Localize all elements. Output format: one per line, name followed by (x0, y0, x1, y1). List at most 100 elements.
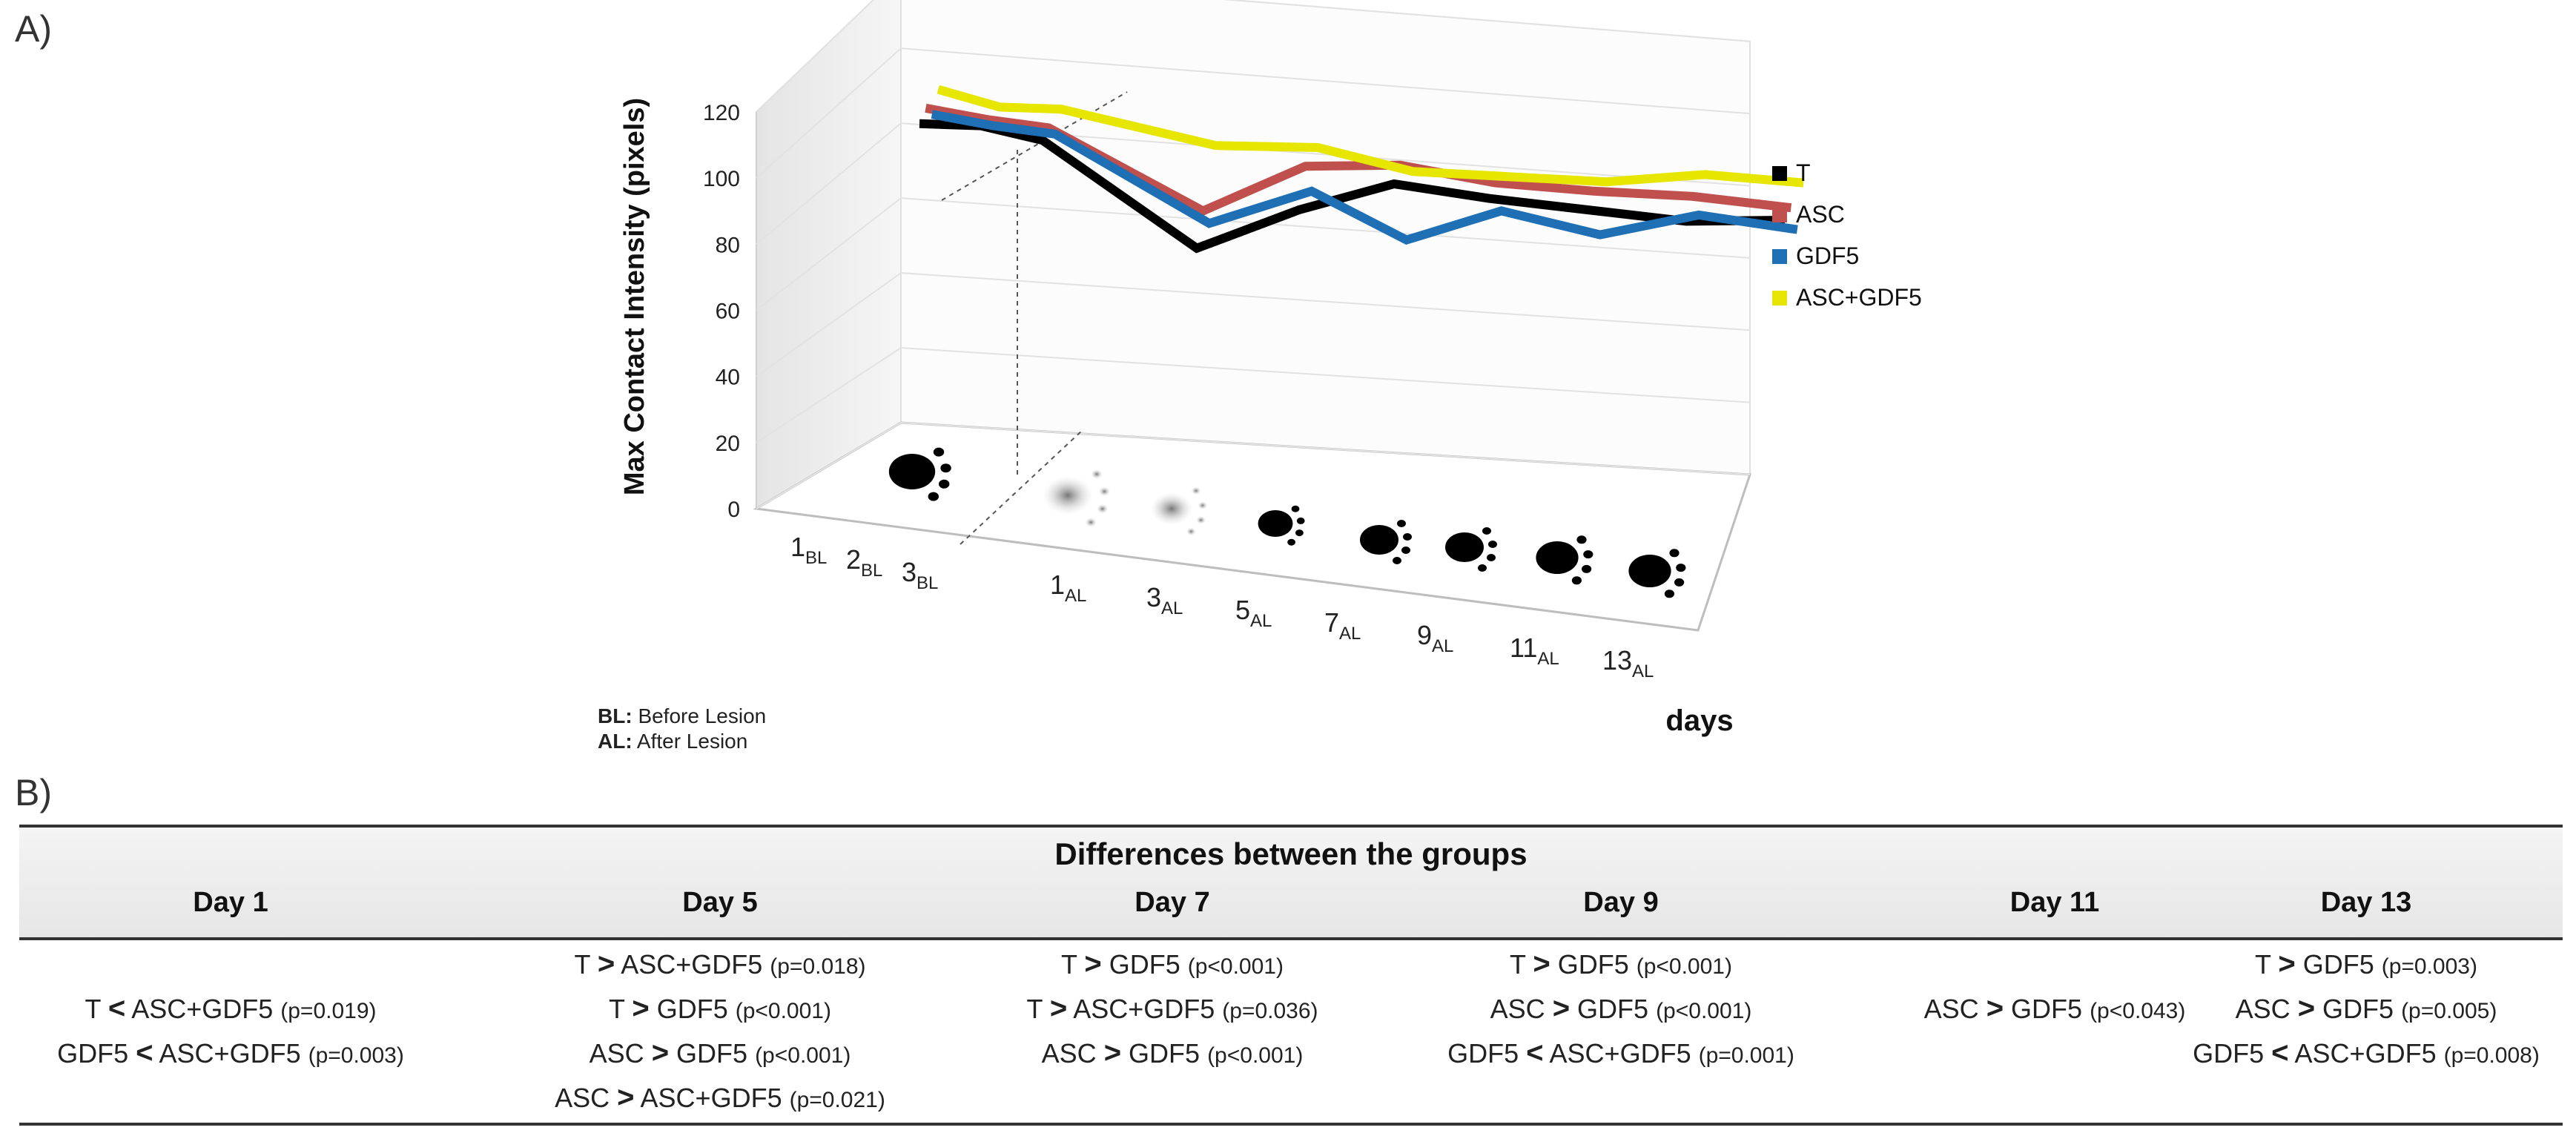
group-b: ASC+GDF5 (125, 994, 281, 1024)
p-value: (p<0.001) (1636, 954, 1732, 979)
p-value: (p=0.003) (308, 1043, 404, 1068)
p-value: (p=0.008) (2443, 1043, 2540, 1068)
paw-toe (928, 492, 939, 501)
legend-label: ASC (1796, 201, 1845, 228)
paw-toe (1186, 527, 1196, 536)
group-differences-table: Differences between the groups Day 1 Day … (19, 825, 2563, 1129)
group-b: ASC+GDF5 (1543, 1038, 1699, 1069)
x-tick-label: 5AL (1235, 595, 1272, 631)
paw-toe (1287, 538, 1295, 546)
comparison-operator: > (1049, 992, 1068, 1025)
x-tick-label: 13AL (1602, 645, 1654, 681)
table-title: Differences between the groups (1054, 836, 1528, 871)
p-value: (p=0.003) (2381, 954, 2477, 979)
comparison-cell: T < ASC+GDF5 (p=0.019) (8, 992, 453, 1026)
group-b: ASC+GDF5 (615, 949, 770, 980)
table-header: Differences between the groups Day 1 Day … (19, 825, 2563, 940)
comparison-cell: T > GDF5 (p<0.001) (498, 992, 942, 1026)
gridline (756, 0, 1751, 113)
paw-day3 (1150, 486, 1208, 536)
paw-toe (1478, 564, 1487, 572)
x-tick-label: 11AL (1510, 633, 1559, 669)
lesion-divider-top (941, 91, 1128, 201)
comparison-cell: GDF5 < ASC+GDF5 (p=0.001) (1398, 1037, 1843, 1070)
paw-toe (1291, 505, 1300, 512)
legend-label: GDF5 (1796, 242, 1859, 269)
group-a: ASC (1041, 1038, 1104, 1069)
x-tick-label: 1BL (790, 532, 827, 568)
group-b: GDF5 (2004, 994, 2090, 1024)
y-tick-label: 60 (716, 299, 740, 323)
p-value: (p<0.043) (2090, 999, 2186, 1023)
group-a: T (1510, 949, 1533, 980)
gridline (756, 122, 1751, 245)
paw-toe (1664, 590, 1674, 598)
comparison-cell: ASC > GDF5 (p<0.001) (1398, 992, 1843, 1026)
x-tick-label: 3BL (902, 557, 938, 593)
legend-swatch (1772, 291, 1787, 306)
paw-pad (1360, 525, 1398, 555)
comparison-cell: T > GDF5 (p=0.003) (2144, 948, 2576, 981)
group-a: ASC (589, 1038, 652, 1069)
y-tick-label: 40 (716, 366, 740, 390)
comparison-cell: T > ASC+GDF5 (p=0.018) (498, 948, 942, 981)
series-line-asc-gdf5 (937, 85, 1804, 188)
al-key: AL: (598, 730, 633, 753)
paw-toe (1198, 501, 1208, 510)
comparison-cell: T > ASC+GDF5 (p=0.036) (950, 992, 1395, 1026)
group-b: ASC+GDF5 (1067, 994, 1223, 1024)
p-value: (p=0.021) (789, 1088, 885, 1112)
group-b: GDF5 (669, 1038, 756, 1069)
p-value: (p=0.018) (770, 954, 866, 979)
group-b: GDF5 (1570, 994, 1657, 1024)
y-tick-label: 120 (703, 101, 740, 125)
paw-toe (1098, 486, 1111, 497)
y-axis-label: Max Contact Intensity (pixels) (619, 98, 650, 495)
comparison-operator: > (651, 1037, 670, 1069)
comparison-cell: GDF5 < ASC+GDF5 (p=0.008) (2144, 1037, 2576, 1070)
paw-toe (1295, 529, 1304, 537)
y-axis-ticks: 0 20 40 60 80 100 120 (703, 101, 740, 522)
paw-toe (933, 447, 945, 457)
gridline (756, 272, 1751, 377)
back-wall (900, 0, 1751, 476)
x-tick-label: 1AL (1050, 569, 1086, 606)
comparison-operator: > (2278, 948, 2296, 980)
day-header: Day 13 (2320, 887, 2412, 918)
comparison-operator: > (1552, 992, 1571, 1025)
paw-toe (1669, 549, 1680, 558)
gridline (756, 347, 1751, 443)
y-tick-label: 20 (716, 432, 740, 456)
day-header: Day 11 (2009, 887, 2100, 918)
paw-toe (1571, 576, 1582, 585)
paw-pad (1628, 555, 1671, 587)
comparison-operator: < (136, 1037, 153, 1069)
panel-label-b: B) (15, 772, 52, 813)
paw-pad (888, 454, 936, 489)
legend-swatch (1772, 166, 1787, 181)
group-b: ASC+GDF5 (634, 1083, 790, 1113)
legend-label: T (1796, 159, 1811, 186)
p-value: (p=0.001) (1698, 1043, 1794, 1068)
intensity-3d-line-chart: 0 20 40 60 80 100 120 1BL 2BL 3BL 1AL 3AL 5AL 7AL 9AL… (619, 0, 1922, 737)
group-b: GDF5 (649, 994, 736, 1024)
paw-toe (1091, 469, 1103, 479)
paw-day5 (1258, 505, 1305, 546)
p-value: (p=0.005) (2401, 999, 2497, 1023)
x-axis-ticks: 1BL 2BL 3BL 1AL 3AL 5AL 7AL 9AL 11AL 13AL (790, 532, 1654, 681)
paw-toe (1397, 520, 1406, 527)
paw-toe (1191, 486, 1201, 495)
paw-toe (1296, 517, 1305, 524)
comparison-operator: > (1533, 948, 1550, 980)
paw-toe (1403, 533, 1412, 541)
y-tick-label: 0 (727, 498, 740, 522)
paw-toe (939, 479, 950, 489)
chart-legend: T ASC GDF5 ASC+GDF5 (1772, 159, 1922, 311)
x-tick-label: 7AL (1324, 607, 1361, 644)
paw-pad (1150, 492, 1193, 525)
group-b: GDF5 (1121, 1038, 1208, 1069)
paw-toe (1576, 535, 1587, 544)
group-a: ASC (1923, 994, 1987, 1024)
paw-baseline (888, 447, 951, 501)
paw-day13 (1628, 549, 1686, 598)
